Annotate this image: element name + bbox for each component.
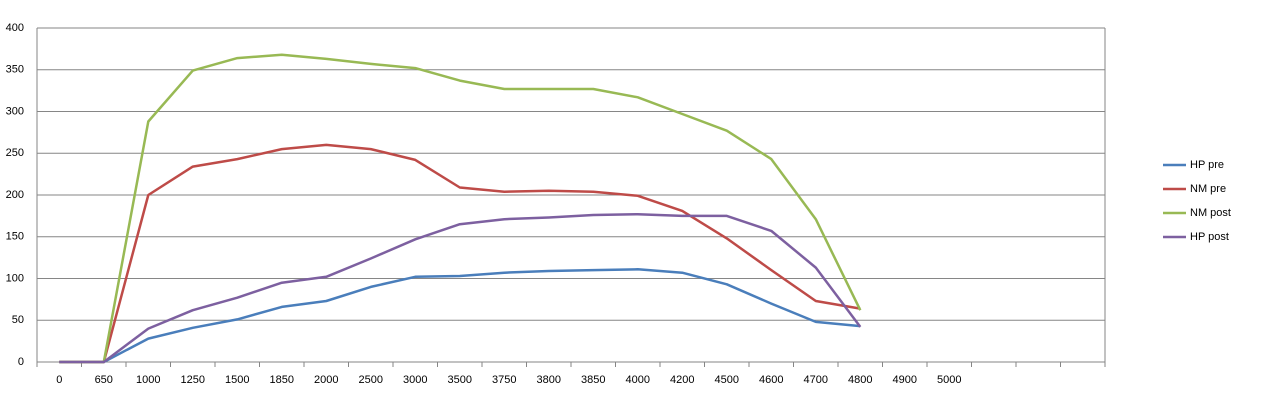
x-tick-label: 1850 — [270, 374, 294, 386]
x-tick-label: 1250 — [181, 374, 205, 386]
legend-label: HP pre — [1190, 159, 1224, 171]
x-tick-label: 5000 — [937, 374, 961, 386]
legend-label: HP post — [1190, 231, 1229, 243]
x-tick-label: 1500 — [225, 374, 249, 386]
y-tick-label: 400 — [6, 22, 24, 34]
series-line — [59, 143, 861, 364]
y-tick-label: 100 — [6, 272, 24, 284]
x-tick-label: 3000 — [403, 374, 427, 386]
x-tick-label: 4600 — [759, 374, 783, 386]
legend-label: NM post — [1190, 207, 1231, 219]
x-tick-label: 650 — [95, 374, 113, 386]
y-tick-label: 150 — [6, 231, 24, 243]
x-tick-label: 4000 — [626, 374, 650, 386]
x-tick-label: 4200 — [670, 374, 694, 386]
x-tick-label: 4500 — [715, 374, 739, 386]
x-tick-label: 4800 — [848, 374, 872, 386]
x-tick-label: 2500 — [359, 374, 383, 386]
x-tick-label: 3500 — [448, 374, 472, 386]
y-tick-label: 200 — [6, 189, 24, 201]
y-tick-label: 0 — [18, 356, 24, 368]
series-line — [59, 212, 862, 364]
x-tick-label: 3800 — [537, 374, 561, 386]
y-tick-label: 300 — [6, 105, 24, 117]
y-tick-label: 350 — [6, 64, 24, 76]
x-tick-label: 4700 — [804, 374, 828, 386]
series-line — [59, 53, 862, 364]
x-tick-label: 3850 — [581, 374, 605, 386]
series-line — [59, 268, 861, 364]
x-tick-label: 4900 — [893, 374, 917, 386]
x-tick-label: 1000 — [136, 374, 160, 386]
x-tick-label: 0 — [56, 374, 62, 386]
x-tick-label: 2000 — [314, 374, 338, 386]
legend-label: NM pre — [1190, 183, 1226, 195]
y-tick-label: 50 — [12, 314, 24, 326]
y-tick-label: 250 — [6, 147, 24, 159]
x-tick-label: 3750 — [492, 374, 516, 386]
